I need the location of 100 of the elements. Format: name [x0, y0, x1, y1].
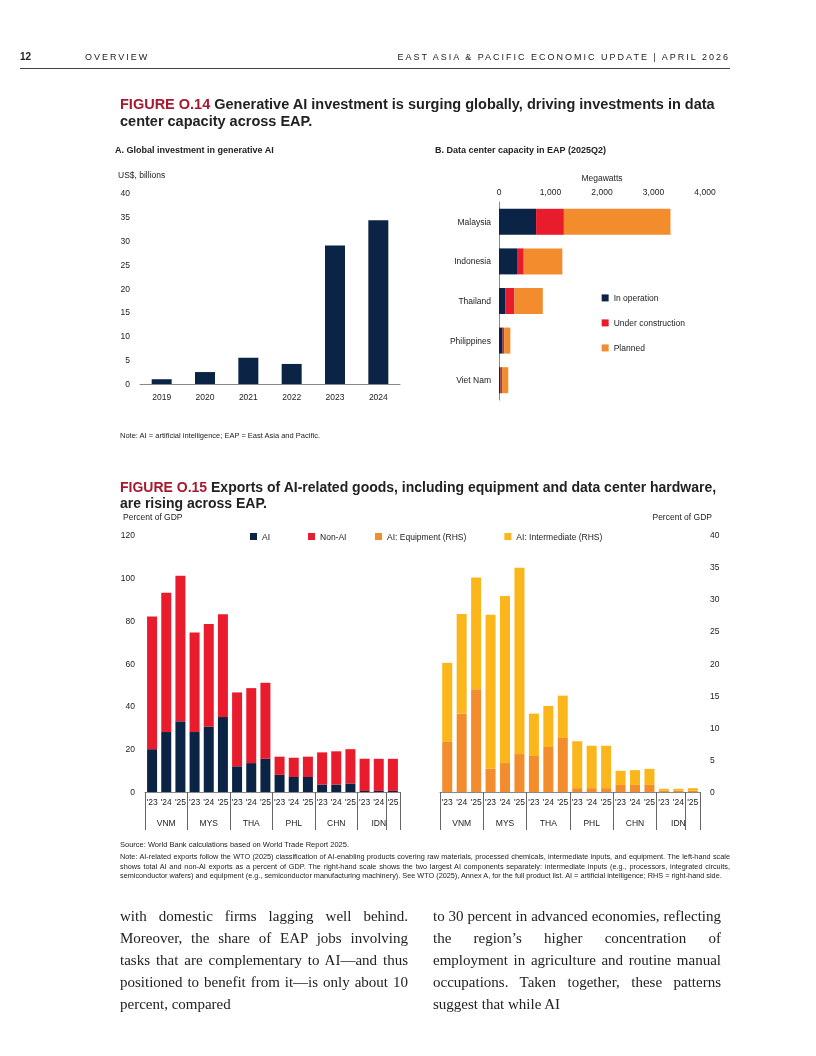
- bar: [246, 688, 257, 764]
- y2-tick-label: 20: [710, 658, 720, 669]
- x-tick-label: 0: [496, 186, 502, 197]
- x-tick-label: '25: [513, 796, 526, 807]
- bar: [317, 752, 328, 785]
- legend-label: In operation: [613, 292, 659, 303]
- x-tick-label: '25: [643, 796, 656, 807]
- y2-tick-label: 10: [710, 722, 720, 733]
- bar: [345, 783, 356, 792]
- bar: [189, 632, 200, 733]
- x-tick-label: 2023: [325, 391, 345, 402]
- bar: [557, 695, 568, 739]
- x-tick-label: '24: [245, 796, 258, 807]
- y-tick-label: Viet Nam: [456, 375, 491, 386]
- bar: [246, 763, 257, 792]
- x-tick-label: '25: [470, 796, 482, 807]
- bar: [543, 747, 554, 792]
- x-tick-label: '23: [571, 796, 584, 807]
- bar: [557, 738, 568, 792]
- y-tick-label: Indonesia: [454, 256, 492, 267]
- bar: [601, 745, 612, 789]
- x-axis-title: Megawatts: [581, 172, 623, 183]
- text: PHL: [285, 817, 303, 828]
- bar: [630, 784, 640, 792]
- bar: [238, 357, 259, 384]
- bar: [500, 763, 510, 792]
- bar: [601, 788, 612, 792]
- x-tick-label: '23: [658, 796, 670, 807]
- text: OVERVIEW: [85, 52, 151, 62]
- bar: [260, 682, 271, 759]
- y-tick-label: 40: [120, 188, 131, 198]
- x-tick-label: '23: [274, 796, 286, 807]
- bar: [644, 768, 655, 785]
- y2-tick-label: 30: [710, 594, 720, 605]
- text: 12: [20, 51, 33, 62]
- text: MYS: [495, 817, 515, 828]
- text: MYS: [199, 817, 219, 828]
- y-tick-label: 25: [120, 259, 131, 270]
- bar: [151, 379, 172, 384]
- legend-label: AI: [262, 531, 271, 542]
- bar: [147, 749, 158, 792]
- x-tick-label: 3,000: [642, 186, 665, 197]
- bar: [359, 758, 370, 791]
- x-tick-label: '25: [217, 796, 229, 807]
- text: VNM: [452, 817, 472, 828]
- text: PHL: [583, 817, 601, 828]
- bar: [274, 774, 285, 792]
- x-tick-label: 2024: [368, 391, 389, 402]
- x-tick-label: 4,000: [694, 186, 716, 197]
- y2-tick-label: 5: [710, 754, 715, 765]
- x-tick-label: '25: [687, 796, 699, 807]
- bar: [368, 220, 389, 384]
- x-tick-label: '24: [203, 796, 215, 807]
- chart-title: B. Data center capacity in EAP (2025Q2): [435, 144, 606, 155]
- x-tick-label: '25: [557, 796, 569, 807]
- text: EAST ASIA & PACIFIC ECONOMIC UPDATE | APRIL 2026: [396, 52, 730, 62]
- bar: [485, 614, 496, 769]
- x-tick-label: 2022: [282, 391, 302, 402]
- bar: [485, 768, 496, 792]
- y2-tick-label: 15: [710, 690, 720, 701]
- bar: [572, 788, 583, 792]
- bar: [514, 754, 525, 792]
- x-tick-label: '23: [231, 796, 243, 807]
- bar: [514, 567, 525, 755]
- y-tick-label: Philippines: [449, 335, 491, 346]
- bar: [442, 662, 453, 742]
- legend-label: AI: Equipment (RHS): [387, 531, 467, 542]
- bar: [161, 592, 172, 733]
- bar: [274, 756, 285, 775]
- y-tick-label: 10: [120, 331, 131, 342]
- y2-tick-label: 40: [710, 530, 720, 540]
- bar: [499, 248, 518, 275]
- chart-subtitle: FIGURE O.15: [120, 479, 208, 495]
- x-tick-label: '23: [441, 796, 454, 807]
- x-tick-label: '25: [259, 796, 272, 807]
- x-tick-label: '24: [373, 796, 385, 807]
- y-axis-title: US$, billions: [118, 169, 166, 180]
- x-tick-label: 2,000: [591, 186, 613, 197]
- x-tick-label: 2019: [152, 391, 172, 402]
- x-tick-label: 2020: [195, 391, 215, 402]
- bar: [203, 726, 214, 792]
- x-tick-label: 2021: [238, 391, 259, 402]
- bar: [189, 732, 200, 792]
- bar: [499, 288, 506, 314]
- bar: [630, 770, 640, 785]
- bar: [499, 208, 537, 235]
- bar: [502, 367, 509, 394]
- y-tick-label: 100: [120, 572, 136, 583]
- legend-label: Under construction: [613, 317, 686, 328]
- x-tick-label: '25: [344, 796, 357, 807]
- y-tick-label: 20: [125, 744, 136, 755]
- y2-tick-label: 0: [710, 787, 715, 797]
- y2-tick-label: 25: [710, 626, 720, 637]
- bar: [232, 766, 243, 792]
- text: with domestic firms lagging well behind. Moreover, the share of EAP jobs involving tasks that are complementary to AI—and thus positioned to benefit from it—is only about 10 percent, compared: [120, 907, 408, 1014]
- bar: [288, 777, 299, 792]
- bar: [456, 614, 467, 714]
- bar: [302, 756, 313, 778]
- x-tick-label: '23: [359, 796, 371, 807]
- bar: [644, 784, 655, 792]
